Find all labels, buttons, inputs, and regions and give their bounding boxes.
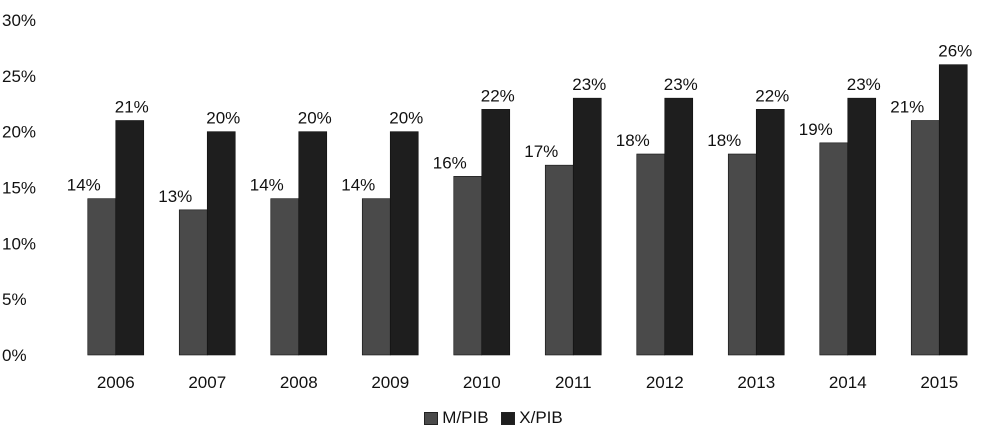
data-label: 26% — [938, 42, 972, 61]
x-axis: 2006 2007 2008 2009 2010 2011 2012 2013 2014 2015 — [97, 373, 958, 392]
bar-x-pib-2013 — [755, 109, 785, 356]
data-label: 22% — [755, 86, 789, 105]
bar-x-pib-2012 — [664, 97, 694, 356]
x-tick-label: 2012 — [646, 373, 684, 392]
legend-item-x-pib: X/PIB — [501, 408, 563, 428]
data-label: 23% — [664, 75, 698, 94]
y-tick-label: 5% — [2, 290, 27, 309]
x-tick-label: 2007 — [188, 373, 226, 392]
data-label: 18% — [616, 131, 650, 150]
data-label: 20% — [206, 109, 240, 128]
x-tick-label: 2009 — [371, 373, 409, 392]
data-label: 17% — [524, 142, 558, 161]
x-tick-label: 2013 — [737, 373, 775, 392]
bar-m-pib-2011 — [544, 164, 574, 356]
x-tick-label: 2010 — [463, 373, 501, 392]
y-tick-label: 10% — [2, 234, 36, 253]
legend-swatch-m-pib — [424, 411, 439, 425]
bar-m-pib-2010 — [453, 176, 483, 356]
bar-x-pib-2010 — [481, 109, 511, 356]
data-label: 13% — [158, 187, 192, 206]
bar-m-pib-2007 — [178, 209, 208, 356]
legend: M/PIB X/PIB — [0, 408, 987, 430]
bar-x-pib-2007 — [206, 131, 236, 356]
data-label: 22% — [481, 86, 515, 105]
legend-label-m-pib: M/PIB — [442, 408, 489, 427]
bar-m-pib-2013 — [727, 153, 757, 356]
x-tick-label: 2014 — [829, 373, 867, 392]
x-tick-label: 2011 — [555, 373, 592, 392]
bar-m-pib-2006 — [87, 198, 117, 356]
legend-swatch-x-pib — [501, 411, 516, 425]
data-label: 23% — [572, 75, 606, 94]
data-label: 14% — [67, 176, 101, 195]
y-tick-label: 0% — [2, 346, 27, 365]
data-label: 20% — [298, 109, 332, 128]
y-tick-label: 30% — [2, 11, 36, 30]
bar-m-pib-2008 — [270, 198, 300, 356]
data-label: 14% — [250, 176, 284, 195]
bar-x-pib-2011 — [572, 97, 602, 356]
bar-m-pib-2012 — [636, 153, 666, 356]
x-tick-label: 2008 — [280, 373, 318, 392]
data-label: 23% — [847, 75, 881, 94]
data-label: 18% — [707, 131, 741, 150]
bar-x-pib-2015 — [938, 64, 968, 356]
bars — [87, 64, 968, 356]
data-label: 16% — [433, 153, 467, 172]
data-label: 20% — [389, 109, 423, 128]
data-label: 21% — [115, 98, 149, 117]
bar-m-pib-2014 — [819, 142, 849, 356]
data-label: 19% — [799, 120, 833, 139]
data-label: 21% — [890, 98, 924, 117]
bar-x-pib-2008 — [298, 131, 328, 356]
y-tick-label: 20% — [2, 123, 36, 142]
data-label: 14% — [341, 176, 375, 195]
bar-m-pib-2015 — [910, 120, 940, 356]
bar-x-pib-2009 — [389, 131, 419, 356]
y-tick-label: 15% — [2, 179, 36, 198]
bar-x-pib-2014 — [847, 97, 877, 356]
bar-m-pib-2009 — [361, 198, 391, 356]
y-tick-label: 25% — [2, 67, 36, 86]
x-tick-label: 2015 — [920, 373, 958, 392]
legend-item-m-pib: M/PIB — [424, 408, 489, 428]
x-tick-label: 2006 — [97, 373, 135, 392]
y-axis: 0% 5% 10% 15% 20% 25% 30% — [2, 11, 36, 365]
bar-x-pib-2006 — [115, 120, 145, 356]
legend-label-x-pib: X/PIB — [519, 408, 563, 427]
bar-labels: 14% 21% 13% 20% 14% 20% 14% 20% 16% 22% 17% 23% 18% 2… — [67, 42, 973, 206]
